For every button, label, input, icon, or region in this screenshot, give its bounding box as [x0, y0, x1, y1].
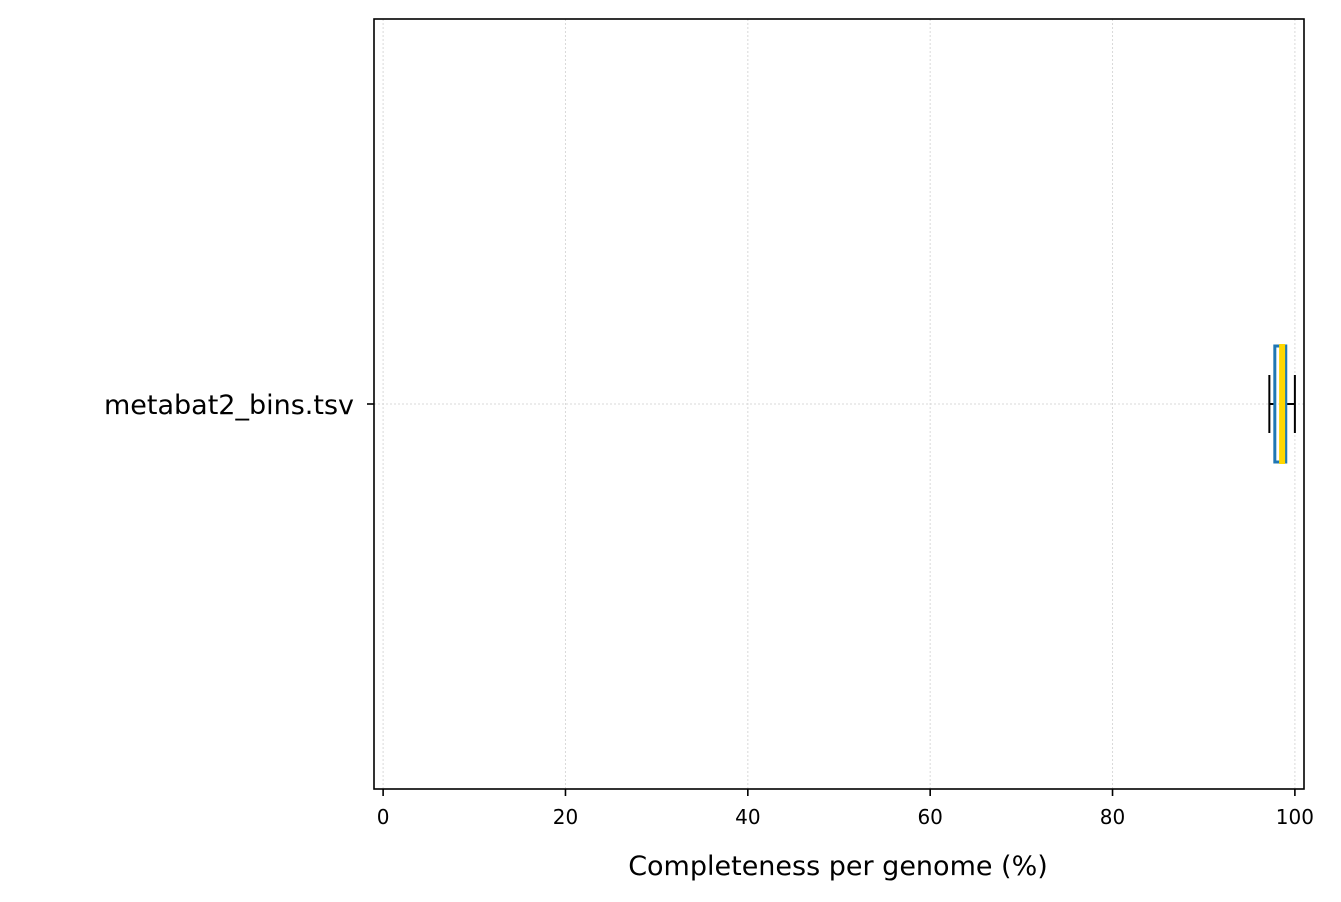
- x-ticks: 0 20 40 60 80 100: [367, 403, 1314, 829]
- x-tick-label: 0: [377, 805, 390, 829]
- box-item: [1268, 344, 1296, 464]
- x-tick-label: 40: [735, 805, 760, 829]
- grid-lines: [374, 19, 1304, 789]
- x-tick-label: 60: [917, 805, 942, 829]
- x-tick-label: 100: [1276, 805, 1314, 829]
- x-axis-label: Completeness per genome (%): [628, 851, 1048, 882]
- box-group: [1268, 344, 1296, 464]
- y-categories: metabat2_bins.tsv: [104, 390, 354, 421]
- x-tick-label: 80: [1100, 805, 1125, 829]
- x-tick-label: 20: [553, 805, 578, 829]
- y-category-label: metabat2_bins.tsv: [104, 390, 354, 421]
